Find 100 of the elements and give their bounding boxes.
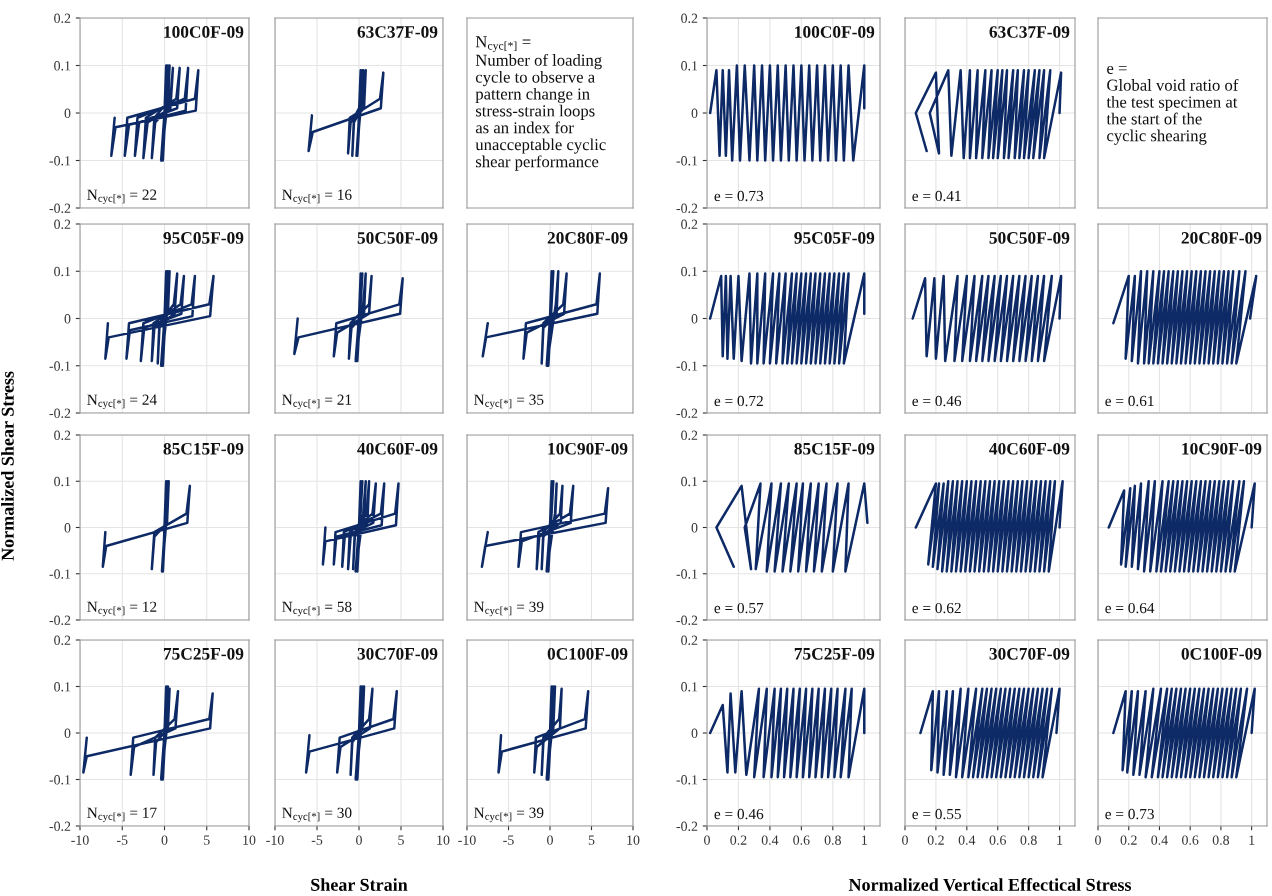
line-series [110,64,200,162]
chart-title: 85C15F-09 [163,442,244,455]
chart-title: 10C90F-09 [1182,442,1262,455]
text: Global void ratio of the test specimen at the start of the cyclic shearing [1106,78,1239,145]
x-tick-label: 10 [243,835,256,845]
annotation: e = 0.57 [714,602,764,614]
chart-title: 75C25F-09 [794,647,875,660]
x-axis-title: Normalized Vertical Effectical Stress [848,878,1132,891]
line-series [708,64,866,162]
chart-title: 95C05F-09 [163,232,244,244]
annotation: e = 0.41 [912,190,961,202]
text: Number of loading cycle to observe a pattern change in stress-strain loops as an index for unacceptable cyclic shear performance [475,53,606,171]
x-tick-label: 0 [1095,835,1101,845]
y-tick-label: 0 [691,108,698,118]
annotation: e = 0.61 [1105,395,1154,407]
x-tick-label: 0 [356,835,362,845]
y-tick-label: 0.2 [54,635,71,646]
text: e = [1107,65,1127,74]
chart-title: 95C05F-09 [794,232,875,244]
x-tick-label: 5 [588,835,595,845]
y-tick-label: 0 [691,728,698,738]
chart-title: 40C60F-09 [357,442,438,455]
text: N$_{cyc[*]}$ = [475,36,531,53]
y-tick-label: 0.1 [54,476,71,487]
y-tick-label: -0.2 [49,408,71,419]
x-tick-label: 0.4 [761,835,779,845]
y-tick-label: -0.1 [49,569,71,579]
y-tick-label: -0.2 [49,615,71,626]
y-tick-label: 0.1 [54,682,71,692]
x-tick-label: 0.8 [824,835,841,845]
chart-title: 30C70F-09 [989,647,1070,660]
annotation: N$_{cyc[*]}$ = 21 [282,394,352,410]
chart-title: 63C37F-09 [357,26,438,38]
x-tick-label: -10 [71,835,89,845]
y-tick-label: 0.2 [54,430,71,441]
chart-title: 30C70F-09 [357,647,438,660]
annotation: N$_{cyc[*]}$ = 39 [474,601,544,617]
chart-title: 50C50F-09 [989,232,1070,244]
chart-title: 0C100F-09 [547,647,628,660]
annotation: N$_{cyc[*]}$ = 58 [282,601,352,617]
x-tick-label: 0.8 [1020,835,1037,845]
x-axis-title: Shear Strain [311,878,408,891]
y-tick-label: 0.2 [681,635,698,646]
y-tick-label: -0.2 [676,408,698,419]
y-tick-label: 0.2 [681,219,698,230]
y-tick-label: -0.2 [676,615,698,626]
y-tick-label: 0 [691,523,698,533]
y-tick-label: -0.1 [676,361,698,371]
y-tick-label: 0.2 [681,13,698,24]
annotation: N$_{cyc[*]}$ = 12 [87,601,157,617]
x-tick-label: 0.8 [1212,835,1230,845]
y-tick-label: -0.1 [49,775,71,785]
chart-title: 50C50F-09 [357,232,438,244]
x-tick-label: 0.2 [927,835,944,845]
x-tick-label: 1 [1057,835,1063,845]
x-tick-label: 0.2 [1120,835,1137,845]
y-tick-label: 0.2 [54,219,71,230]
chart-title: 0C100F-09 [1181,647,1262,660]
x-tick-label: 0.6 [1182,835,1199,845]
y-tick-label: 0 [64,523,71,533]
y-tick-label: 0 [64,108,71,118]
annotation: e = 0.72 [714,395,763,407]
chart-title: 100C0F-09 [164,26,244,38]
y-tick-label: 0.1 [54,266,71,277]
y-tick-label: -0.2 [676,203,698,214]
line-series [101,480,192,573]
chart-title: 100C0F-09 [795,26,875,38]
line-series [708,272,866,365]
x-tick-label: 0 [902,835,908,845]
chart-title: 40C60F-09 [989,442,1070,455]
x-tick-label: -10 [458,835,476,845]
y-tick-label: -0.2 [49,821,71,832]
x-tick-label: 0.6 [989,835,1006,845]
x-tick-label: 5 [398,835,404,845]
y-tick-label: 0 [691,314,698,324]
x-tick-label: -5 [116,835,128,845]
annotation: N$_{cyc[*]}$ = 39 [474,807,544,823]
y-tick-label: 0.2 [681,430,698,441]
x-tick-label: -5 [311,835,323,845]
annotation: N$_{cyc[*]}$ = 24 [87,394,157,410]
y-tick-label: 0.1 [681,61,698,71]
annotation: e = 0.55 [912,808,961,820]
x-tick-label: 5 [204,835,210,845]
y-axis-title: Normalized Shear Stress [1,371,14,561]
chart-title: 20C80F-09 [547,232,628,244]
y-tick-label: 0.2 [54,13,71,24]
annotation: N$_{cyc[*]}$ = 35 [474,394,544,410]
y-tick-label: -0.1 [676,775,698,785]
chart-title: 10C90F-09 [548,442,628,455]
annotation: e = 0.46 [912,395,962,407]
chart-title: 75C25F-09 [163,647,244,660]
chart-title: 85C15F-09 [794,442,875,455]
chart-title: 63C37F-09 [989,26,1070,38]
x-tick-label: -10 [266,835,284,845]
annotation: e = 0.73 [714,190,764,202]
annotation: N$_{cyc[*]}$ = 17 [87,807,157,823]
annotation: N$_{cyc[*]}$ = 22 [87,189,157,205]
x-tick-label: 10 [627,835,640,845]
x-tick-label: 10 [437,835,450,845]
annotation: e = 0.73 [1105,808,1154,820]
